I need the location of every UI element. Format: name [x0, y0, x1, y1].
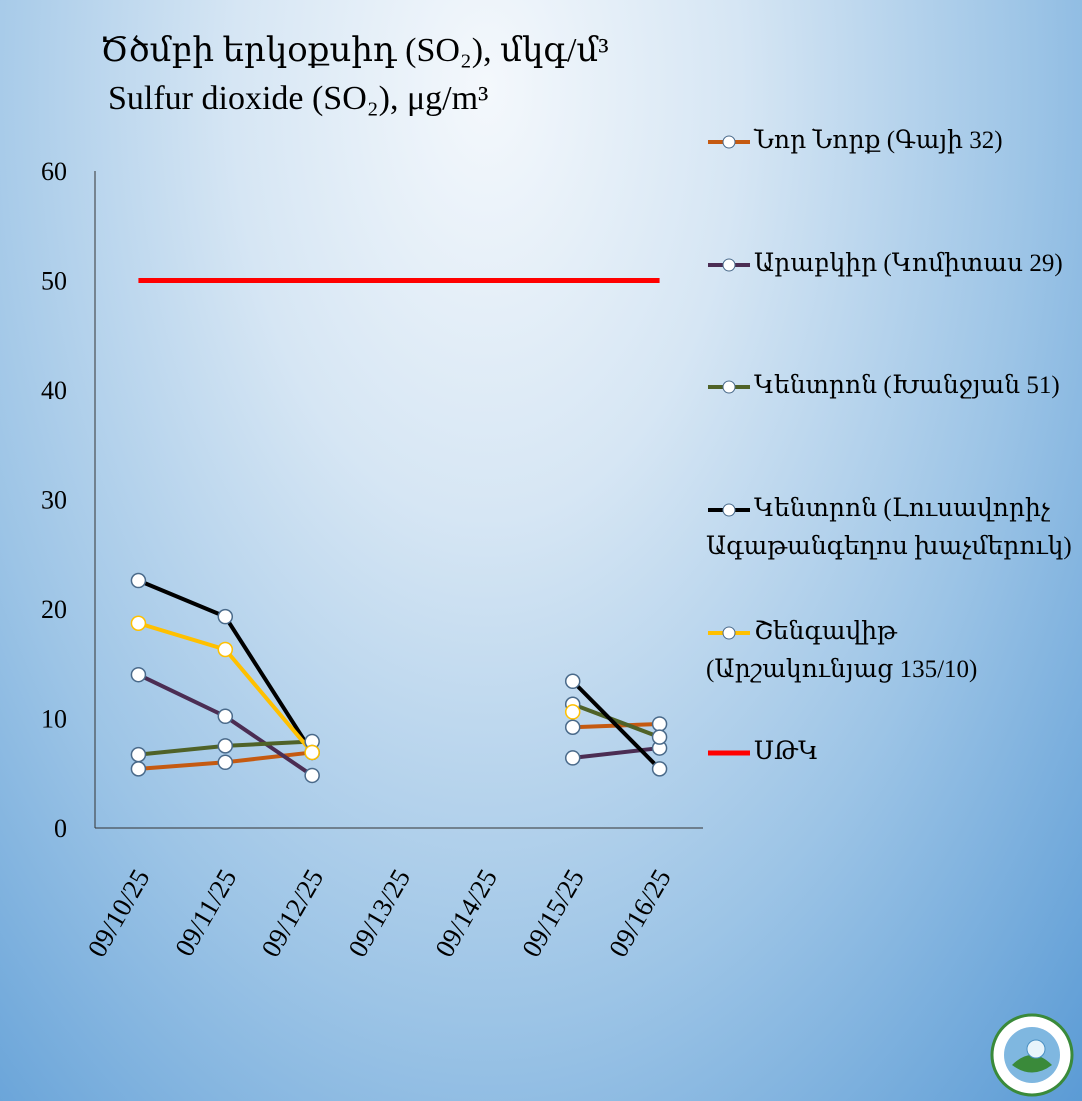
- logo: [990, 1013, 1074, 1097]
- data-point: [217, 641, 234, 658]
- chart-subtitle: Sulfur dioxide (SO₂), μg/m³: [108, 80, 489, 117]
- data-point: [304, 744, 320, 761]
- y-tick-label: 50: [41, 267, 67, 296]
- x-tick-label: 09/15/25: [516, 864, 590, 962]
- data-point: [130, 615, 147, 631]
- chart-title: Ծծմբի երկօքսիդ (SO₂), մկգ/մ³: [100, 32, 609, 69]
- data-point: [217, 754, 234, 771]
- data-point: [217, 738, 234, 754]
- y-tick-label: 0: [54, 814, 67, 843]
- y-tick-label: 30: [41, 486, 67, 515]
- legend-item: Արաբկիր (Կոմիտաս 29): [706, 245, 1076, 283]
- data-point: [651, 729, 668, 745]
- data-point: [651, 716, 668, 732]
- legend-marker: [708, 750, 750, 756]
- data-point: [217, 608, 234, 625]
- legend-label: Շենգավիթ (Արշակունյաց 135/10): [706, 618, 978, 683]
- legend-marker: [708, 503, 750, 517]
- data-point: [564, 750, 581, 766]
- legend-item: Շենգավիթ (Արշակունյաց 135/10): [706, 613, 1076, 689]
- data-point: [304, 767, 320, 784]
- series-line: [138, 623, 572, 752]
- data-point: [130, 761, 147, 777]
- data-point: [130, 666, 147, 683]
- x-tick-label: 09/16/25: [603, 864, 677, 962]
- data-point: [564, 719, 581, 736]
- data-point: [130, 746, 147, 763]
- legend-marker: [708, 135, 750, 149]
- legend-item: Նոր Նորք (Գայի 32): [706, 122, 1076, 160]
- x-tick-label: 09/13/25: [342, 864, 416, 962]
- legend-marker: [708, 258, 750, 272]
- y-tick-label: 40: [41, 376, 67, 405]
- y-tick-label: 60: [41, 157, 67, 186]
- legend-label: ՍԹԿ: [754, 738, 819, 765]
- data-point: [651, 761, 668, 777]
- data-point: [130, 572, 147, 589]
- legend-marker: [708, 626, 750, 640]
- legend-label: Արաբկիր (Կոմիտաս 29): [754, 250, 1063, 277]
- series-line: [137, 578, 661, 771]
- data-point: [217, 708, 234, 725]
- x-tick-label: 09/11/25: [169, 864, 242, 961]
- y-tick-label: 10: [41, 705, 67, 734]
- x-tick-label: 09/10/25: [82, 864, 156, 962]
- y-tick-label: 20: [41, 595, 67, 624]
- legend-marker: [708, 380, 750, 394]
- x-tick-label: 09/14/25: [429, 864, 503, 962]
- x-tick-label: 09/12/25: [255, 864, 329, 962]
- legend-label: Կենտրոն (Խանջյան 51): [754, 372, 1060, 399]
- data-point: [564, 704, 581, 720]
- legend-item: Կենտրոն (Խանջյան 51): [706, 367, 1076, 405]
- legend-label: Կենտրոն (Լուսավորիչ Ագաթանգեղոս խաչմերու…: [706, 495, 1072, 560]
- legend-item: Կենտրոն (Լուսավորիչ Ագաթանգեղոս խաչմերու…: [706, 490, 1076, 566]
- legend-item: ՍԹԿ: [706, 733, 1076, 771]
- legend-label: Նոր Նորք (Գայի 32): [754, 127, 1003, 154]
- data-point: [564, 673, 581, 690]
